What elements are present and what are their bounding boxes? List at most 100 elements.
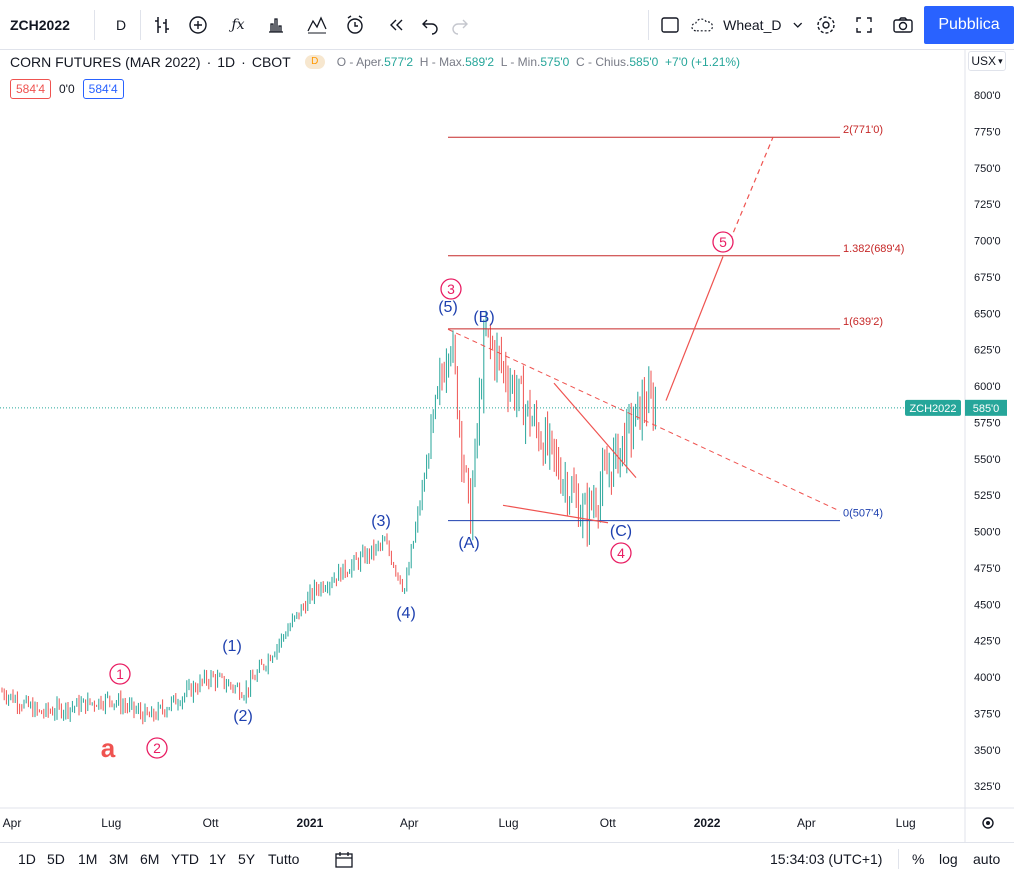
wave-c-line[interactable] [553,382,637,479]
log-toggle[interactable]: log [939,851,958,867]
projection-line[interactable] [665,256,724,401]
price-tick-label: 725'0 [974,199,1001,211]
undo-icon[interactable] [418,8,442,42]
sell-price[interactable]: 584'4 [10,79,51,99]
wave-label-red: 4 [617,545,625,561]
wave-circle-red [146,737,168,759]
price-tick-label: 625'0 [974,345,1001,357]
price-tick-label: 375'0 [974,708,1001,720]
triangle-upper-line[interactable] [447,328,841,512]
clock-time[interactable]: 15:34:03 (UTC+1) [770,851,883,867]
cloud-icon [691,18,713,32]
alert-icon[interactable] [342,8,368,42]
legend-title[interactable]: CORN FUTURES (MAR 2022) [10,54,201,70]
price-axis[interactable]: 800'0 775'0 750'0 725'0 700'0 675'0 650'0 625'0… [974,90,1001,793]
settings-icon[interactable] [814,8,838,42]
wave-label-red: 3 [447,281,455,297]
redo-icon[interactable] [448,8,472,42]
publish-button[interactable]: Pubblica [924,6,1014,44]
projection-dashed-line[interactable] [729,136,774,241]
bar-style-icon[interactable] [150,8,174,42]
range-button-1m[interactable]: 1M [78,851,98,867]
time-tick-label: Lug [101,816,121,830]
wave-label-blue: (1) [222,638,242,655]
buy-price[interactable]: 584'4 [82,79,124,99]
triangle-lower-line[interactable] [502,504,609,524]
price-tick-label: 675'0 [974,272,1001,284]
layout-name: Wheat_D [723,17,782,33]
percent-toggle[interactable]: % [912,851,925,867]
wave-labels: (1) (2) (3) (4) (5) (A) (B) (C) 1 2 3 4 5 a [101,231,734,763]
time-tick-label: Lug [896,816,916,830]
range-button-ytd[interactable]: YTD [171,851,199,867]
wave-label-blue: (2) [233,708,253,725]
range-button-tutto[interactable]: Tutto [268,851,300,867]
time-tick-label: Ott [600,816,617,830]
price-tick-label: 700'0 [974,236,1001,248]
spread-value: 0'0 [59,82,75,96]
divider [898,849,899,869]
divider [648,10,649,40]
top-toolbar: ZCH2022 D ƒx Wheat_D Pubblica [0,0,1014,50]
wave-label-blue: (A) [458,535,479,552]
settings-icon[interactable] [982,817,994,829]
range-button-3m[interactable]: 3M [109,851,129,867]
close-value: 585'0 [629,55,659,69]
wave-label-blue: (B) [473,309,494,326]
chevron-down-icon: ▾ [998,55,1003,66]
add-compare-icon[interactable] [186,8,210,42]
time-tick-label: Ott [203,816,220,830]
range-button-1y[interactable]: 1Y [209,851,227,867]
symbol-search[interactable]: ZCH2022 [10,17,70,33]
delay-badge[interactable]: D [304,55,325,69]
range-button-6m[interactable]: 6M [140,851,160,867]
price-tick-label: 400'0 [974,672,1001,684]
fib-label: 1.382(689'4) [843,243,904,255]
time-axis[interactable]: Apr Lug Ott 2021 Apr Lug Ott 2022 Apr Lug [3,816,916,830]
low-label: L - Min. [500,55,541,69]
high-label: H - Max. [419,55,466,69]
wave-circle-red [109,663,131,685]
price-tick-label: 550'0 [974,454,1001,466]
price-tick-label: 800'0 [974,90,1001,102]
range-button-5d[interactable]: 5D [47,851,65,867]
high-value: 589'2 [465,55,495,69]
layout-select[interactable]: Wheat_D [690,12,805,38]
price-tick-label: 325'0 [974,781,1001,793]
time-tick-label: 2021 [297,816,324,830]
wave-label-blue: (C) [610,523,632,540]
replay-icon[interactable] [384,8,408,42]
interval-button[interactable]: D [115,17,127,33]
indicators-icon[interactable] [304,8,330,42]
legend-sep: · [241,54,246,70]
price-tick-label: 475'0 [974,563,1001,575]
time-tick-label: Apr [400,816,419,830]
fullscreen-icon[interactable] [852,8,876,42]
price-chart[interactable]: 800'0 775'0 750'0 725'0 700'0 675'0 650'0 625'0… [0,50,1014,842]
wave-label-red: 2 [153,740,161,756]
wave-label-blue: (4) [396,605,416,622]
price-tick-label: 450'0 [974,599,1001,611]
fib-label: 1(639'2) [843,316,883,328]
range-button-5y[interactable]: 5Y [238,851,256,867]
range-button-1d[interactable]: 1D [18,851,36,867]
camera-icon[interactable] [890,8,916,42]
calendar-icon[interactable] [334,851,354,872]
currency-select[interactable]: USX ▾ [968,51,1006,71]
fx-icon[interactable]: ƒx [231,17,245,33]
fib-label: 0(507'4) [843,508,883,520]
candles [1,310,656,725]
wave-label-blue: (3) [371,513,391,530]
auto-toggle[interactable]: auto [973,851,1001,867]
bid-ask: 584'4 0'0 584'4 [10,79,124,99]
price-tick-label: 750'0 [974,163,1001,175]
time-tick-label: 2022 [694,816,721,830]
low-value: 575'0 [540,55,570,69]
financials-icon[interactable] [264,8,288,42]
chevron-down-icon [793,22,803,28]
time-tick-label: Lug [498,816,518,830]
ohlc-values: O - Aper.577'2 H - Max.589'2 L - Min.575… [337,55,740,69]
fullscreen-box-icon[interactable] [658,8,682,42]
price-tick-label: 425'0 [974,636,1001,648]
open-value: 577'2 [384,55,414,69]
